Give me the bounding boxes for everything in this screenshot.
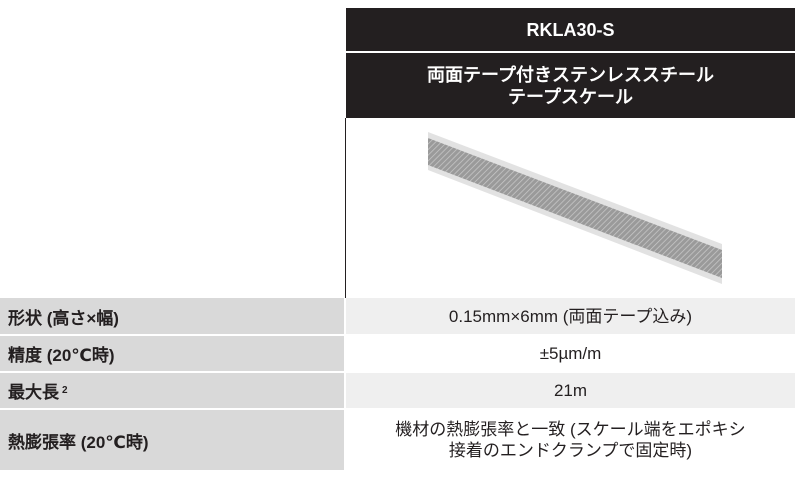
row-label: 形状 (高さ×幅) [0,298,344,334]
row-value: 21m [346,373,795,408]
label-text: 形状 (高さ×幅) [8,308,119,328]
row-label: 最大長 2 [0,373,344,408]
product-header: RKLA30-S [346,8,795,51]
row-value: 0.15mm×6mm (両面テープ込み) [346,298,795,334]
row-value: 機材の熱膨張率と一致 (スケール端をエポキシ 接着のエンドクランプで固定時) [346,410,795,470]
row-value: ±5µm/m [346,336,795,371]
footnote-ref: 2 [62,385,68,396]
tape-surface [428,138,722,278]
row-label: 熱膨張率 (20℃時) [0,410,344,470]
label-text: 熱膨張率 (20℃時) [8,432,149,452]
label-text: 最大長 [8,383,59,402]
product-description: 両面テープ付きステンレススチール テープスケール [346,53,795,118]
row-label: 精度 (20℃時) [0,336,344,371]
image-border [345,118,346,298]
tape-image [428,132,722,284]
label-text: 精度 (20℃時) [8,346,115,365]
